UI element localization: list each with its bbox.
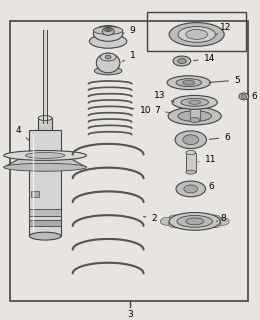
- Text: 10: 10: [132, 106, 151, 115]
- Ellipse shape: [102, 28, 114, 36]
- Ellipse shape: [100, 53, 116, 61]
- Ellipse shape: [178, 59, 186, 63]
- Ellipse shape: [207, 220, 221, 228]
- Ellipse shape: [93, 27, 123, 35]
- Text: 2: 2: [144, 214, 157, 223]
- Bar: [147, 12, 246, 51]
- Ellipse shape: [190, 117, 200, 123]
- Ellipse shape: [167, 76, 210, 90]
- Text: 6: 6: [252, 92, 257, 101]
- Ellipse shape: [239, 93, 249, 100]
- Text: 6: 6: [205, 182, 214, 191]
- Ellipse shape: [186, 218, 204, 225]
- Ellipse shape: [172, 95, 217, 109]
- Ellipse shape: [189, 100, 201, 104]
- Bar: [29, 220, 61, 226]
- Text: 7: 7: [154, 106, 170, 115]
- Ellipse shape: [188, 214, 202, 222]
- Ellipse shape: [173, 56, 191, 66]
- Ellipse shape: [183, 135, 199, 145]
- Ellipse shape: [190, 102, 200, 107]
- Ellipse shape: [176, 181, 205, 197]
- Ellipse shape: [188, 221, 202, 229]
- Bar: [190, 104, 200, 120]
- Ellipse shape: [168, 215, 182, 223]
- Ellipse shape: [104, 28, 112, 31]
- Ellipse shape: [169, 212, 220, 230]
- Ellipse shape: [176, 79, 202, 87]
- Ellipse shape: [94, 67, 122, 75]
- Ellipse shape: [169, 23, 224, 46]
- Text: 12: 12: [216, 22, 232, 35]
- Ellipse shape: [181, 98, 209, 106]
- Text: 14: 14: [193, 54, 215, 63]
- Text: 3: 3: [127, 310, 133, 319]
- Ellipse shape: [93, 26, 123, 41]
- Polygon shape: [4, 156, 87, 167]
- Ellipse shape: [89, 35, 127, 48]
- Bar: [31, 191, 39, 197]
- Ellipse shape: [105, 55, 111, 59]
- Ellipse shape: [184, 185, 198, 193]
- Text: 11: 11: [198, 155, 216, 164]
- Ellipse shape: [178, 27, 215, 42]
- Ellipse shape: [177, 215, 212, 227]
- Ellipse shape: [38, 116, 52, 121]
- Text: 4: 4: [16, 126, 29, 141]
- Ellipse shape: [186, 150, 196, 155]
- Text: 1: 1: [122, 51, 135, 61]
- Bar: [29, 209, 61, 216]
- Ellipse shape: [168, 220, 182, 228]
- Text: 5: 5: [209, 76, 240, 85]
- Text: 9: 9: [123, 27, 135, 36]
- Ellipse shape: [242, 94, 246, 98]
- Ellipse shape: [96, 53, 120, 73]
- Ellipse shape: [29, 232, 61, 240]
- Ellipse shape: [168, 107, 221, 125]
- Ellipse shape: [25, 153, 65, 158]
- Text: 8: 8: [216, 214, 226, 223]
- Ellipse shape: [183, 80, 195, 85]
- Ellipse shape: [186, 170, 196, 174]
- Text: 6: 6: [209, 133, 230, 142]
- Ellipse shape: [4, 150, 87, 160]
- Bar: [186, 153, 196, 172]
- Ellipse shape: [215, 218, 229, 225]
- Bar: [38, 118, 52, 130]
- Ellipse shape: [186, 29, 207, 39]
- Text: 13: 13: [154, 92, 174, 102]
- Ellipse shape: [106, 28, 110, 31]
- Ellipse shape: [175, 131, 206, 148]
- Ellipse shape: [160, 218, 174, 225]
- Ellipse shape: [178, 111, 211, 122]
- Bar: [43, 29, 47, 123]
- Ellipse shape: [4, 163, 87, 171]
- Ellipse shape: [207, 215, 221, 223]
- Bar: [29, 130, 61, 236]
- Bar: [10, 21, 248, 301]
